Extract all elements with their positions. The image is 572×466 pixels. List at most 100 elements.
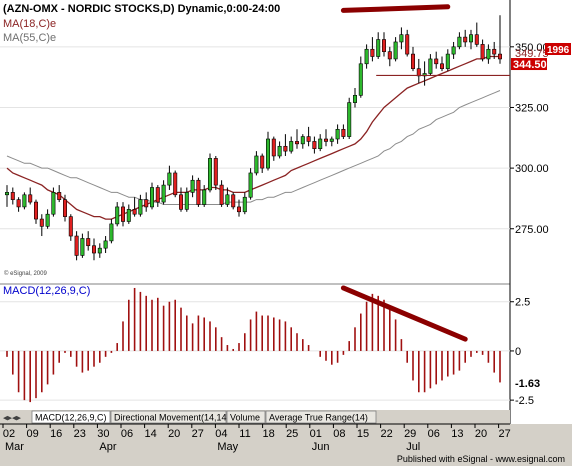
price-tick-label: 275.00 <box>515 224 549 236</box>
candle <box>289 136 294 154</box>
candle-body <box>289 141 294 152</box>
macd-tick-label: 2.5 <box>515 297 530 309</box>
candle <box>179 187 184 212</box>
candle-body <box>364 48 369 65</box>
candle <box>5 185 10 207</box>
macd-annotations <box>340 285 468 342</box>
candle-body <box>45 213 50 227</box>
candle-body <box>161 184 166 203</box>
candle <box>480 39 485 62</box>
indicator-tab[interactable]: Average True Range(14) <box>265 410 377 424</box>
candle-body <box>80 238 85 256</box>
candle <box>265 131 270 171</box>
candle <box>486 44 491 64</box>
day-label: 02 <box>3 428 15 440</box>
candle <box>173 170 178 198</box>
candle <box>312 136 317 154</box>
candle <box>92 238 97 261</box>
candle-body <box>486 48 491 60</box>
candle-body <box>434 58 439 65</box>
day-label: 27 <box>498 428 510 440</box>
macd-histogram <box>6 287 501 403</box>
candle-body <box>16 199 21 208</box>
candle <box>86 231 91 251</box>
published-footer: Published with eSignal - www.esignal.com <box>397 454 565 464</box>
candle <box>161 180 166 205</box>
chart-title: (AZN-OMX - NORDIC STOCKS,D) Dynamic,0:00… <box>3 3 280 15</box>
candle-body <box>179 194 184 210</box>
price-trendline <box>340 4 451 13</box>
candle <box>16 197 21 212</box>
tab-scroll-arrows[interactable]: ◂▸◂▸ <box>3 413 22 423</box>
month-label: May <box>217 441 238 453</box>
day-label: 15 <box>357 428 369 440</box>
candle-body <box>492 48 497 55</box>
candle <box>439 56 444 72</box>
candle <box>410 46 415 72</box>
candle <box>393 37 398 62</box>
indicator-tab[interactable]: Directional Movement(14,14) <box>110 410 230 424</box>
tab-label: Average True Range(14) <box>269 413 368 423</box>
candle-body <box>231 194 236 208</box>
month-label: Mar <box>5 441 24 453</box>
candle <box>190 175 195 198</box>
candle-body <box>196 179 201 205</box>
volume-label: 1996 <box>547 45 570 56</box>
candle <box>51 187 56 217</box>
candle <box>492 41 497 59</box>
candle-body <box>225 194 230 205</box>
indicator-tab[interactable]: Volume <box>226 410 266 424</box>
candle-body <box>10 192 15 200</box>
month-label: Apr <box>99 441 116 453</box>
candle <box>150 182 155 210</box>
candle-body <box>283 145 288 152</box>
candle-body <box>74 235 79 256</box>
day-label: 29 <box>404 428 416 440</box>
candle-body <box>150 187 155 208</box>
candle-body <box>335 128 340 140</box>
candle <box>115 202 120 227</box>
candle <box>208 153 213 193</box>
candle-body <box>341 128 346 137</box>
candle-body <box>103 240 108 249</box>
candle <box>474 22 479 47</box>
macd-pane[interactable] <box>0 284 510 410</box>
candle-body <box>109 223 114 242</box>
candle-body <box>5 192 10 196</box>
candle-body <box>260 155 265 169</box>
candle-body <box>242 196 247 213</box>
day-label: 06 <box>428 428 440 440</box>
tab-label: Volume <box>230 413 260 423</box>
candle-body <box>190 179 195 193</box>
candle-body <box>416 68 421 77</box>
month-label: Jun <box>312 441 330 453</box>
candle <box>22 192 27 210</box>
day-label: 11 <box>239 428 250 440</box>
candle-body <box>410 53 415 69</box>
day-label: 20 <box>475 428 487 440</box>
tab-label: Directional Movement(14,14) <box>114 413 230 423</box>
candle-body <box>248 172 253 198</box>
indicator-tab[interactable]: MACD(12,26,9,C) <box>31 410 111 424</box>
candle-body <box>370 48 375 57</box>
candle <box>225 187 230 207</box>
ma18-price-label: 349.75 <box>515 48 549 60</box>
candle-body <box>381 39 386 52</box>
candle <box>463 29 468 47</box>
candle <box>144 192 149 212</box>
last-price-label: 344.50 <box>513 59 547 71</box>
macd-last-box <box>511 377 541 390</box>
candle <box>184 187 189 212</box>
day-label: 01 <box>310 428 322 440</box>
candle <box>457 32 462 50</box>
esignal-watermark: © eSignal, 2009 <box>4 270 47 277</box>
tab-shape <box>226 410 266 424</box>
candle <box>376 32 381 59</box>
price-pane[interactable] <box>0 0 510 284</box>
candle <box>242 192 247 215</box>
candle-body <box>312 141 317 150</box>
candle-body <box>399 34 404 43</box>
candle-body <box>202 189 207 205</box>
candle <box>271 136 276 161</box>
candle-body <box>254 155 259 174</box>
